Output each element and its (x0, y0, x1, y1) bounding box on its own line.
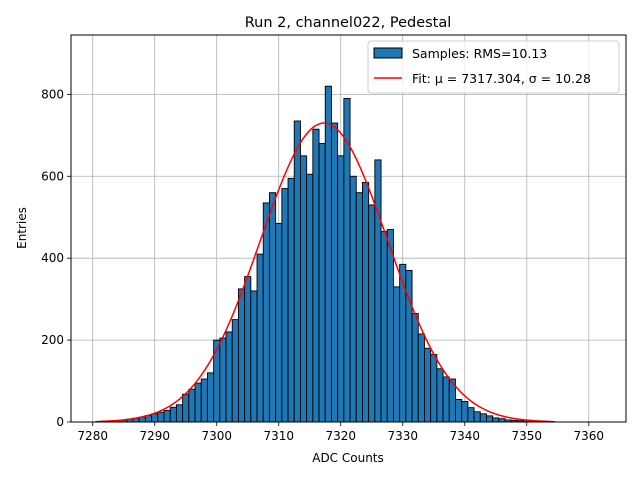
legend-label-fit: Fit: μ = 7317.304, σ = 10.28 (412, 71, 591, 86)
histogram-bar (479, 413, 487, 423)
x-tick-label: 7290 (139, 429, 170, 443)
histogram-bar (486, 415, 494, 423)
histogram-bar (324, 85, 332, 423)
histogram-bar (362, 181, 370, 423)
histogram-bar (182, 393, 190, 423)
histogram-bar (411, 313, 419, 423)
gaussian-fit-curve (98, 122, 552, 423)
histogram-bar (250, 290, 258, 423)
histogram-bar (355, 192, 363, 423)
y-tick-label: 200 (41, 333, 64, 347)
y-tick-label: 600 (41, 169, 64, 183)
histogram-bar (200, 378, 208, 423)
x-tick-label: 7360 (574, 429, 605, 443)
x-axis-ticks: 7280 7290 7300 7310 7320 7330 7340 7350 7360 (77, 422, 604, 443)
histogram-bar (231, 319, 239, 423)
legend-label-samples: Samples: RMS=10.13 (412, 46, 547, 61)
chart-title: Run 2, channel022, Pedestal (245, 15, 452, 31)
histogram-bar (467, 407, 475, 423)
histogram-bar (436, 368, 444, 423)
histogram-bar (287, 177, 295, 423)
histogram-bar (374, 159, 382, 423)
y-tick-label: 400 (41, 251, 64, 265)
histogram-bar (262, 202, 270, 423)
histogram-bar (424, 347, 432, 423)
histogram-bar (461, 401, 469, 423)
histogram-bar (293, 120, 301, 423)
histogram-bar (157, 411, 165, 423)
x-tick-label: 7350 (512, 429, 543, 443)
histogram-bar (393, 286, 401, 423)
legend-box (367, 40, 620, 94)
legend: Samples: RMS=10.13 Fit: μ = 7317.304, σ … (367, 40, 620, 94)
histogram-bar (188, 388, 196, 423)
histogram-bar (299, 155, 308, 423)
x-tick-label: 7340 (449, 429, 480, 443)
histogram-bar (225, 331, 233, 423)
histogram-bar (268, 192, 277, 423)
y-tick-label: 800 (41, 87, 64, 101)
histogram-bar (163, 410, 171, 423)
histogram-bar (430, 353, 438, 423)
histogram-bar (237, 288, 246, 423)
y-tick-label: 0 (56, 415, 64, 429)
histogram-bar (256, 253, 264, 423)
histogram-bar (492, 417, 500, 423)
histogram-bar (318, 143, 326, 423)
x-tick-label: 7330 (387, 429, 418, 443)
histogram-bar (206, 372, 215, 423)
histogram-bar (219, 337, 227, 423)
histogram-bar (275, 222, 283, 423)
x-tick-label: 7280 (77, 429, 108, 443)
histogram-bar (380, 231, 388, 423)
histogram-bar (244, 276, 252, 423)
histogram-bar (473, 411, 481, 423)
histogram-bar (343, 98, 351, 423)
histogram-bar (417, 333, 425, 423)
histogram-bar (194, 382, 202, 423)
histogram-bar (312, 128, 320, 423)
histogram-bar (337, 155, 345, 423)
histogram-bar (175, 404, 184, 423)
histogram-bar (386, 229, 394, 423)
histogram-bar (368, 204, 376, 423)
histogram-bar (455, 399, 463, 423)
histogram-bar (442, 376, 450, 423)
histogram-bar (169, 406, 177, 423)
histogram-bar (306, 173, 314, 423)
histogram-bar (281, 188, 289, 423)
histogram-bar (151, 413, 159, 423)
x-tick-label: 7300 (201, 429, 232, 443)
histogram-bar (330, 122, 339, 423)
x-tick-label: 7320 (325, 429, 356, 443)
x-tick-label: 7310 (263, 429, 294, 443)
legend-swatch-samples (373, 47, 403, 59)
y-axis-ticks: 0 200 400 600 800 (41, 87, 71, 429)
plot-frame (70, 34, 627, 423)
y-axis-title: Entries (15, 207, 29, 249)
x-axis-title: ADC Counts (312, 451, 384, 465)
histogram-bar (349, 175, 357, 423)
